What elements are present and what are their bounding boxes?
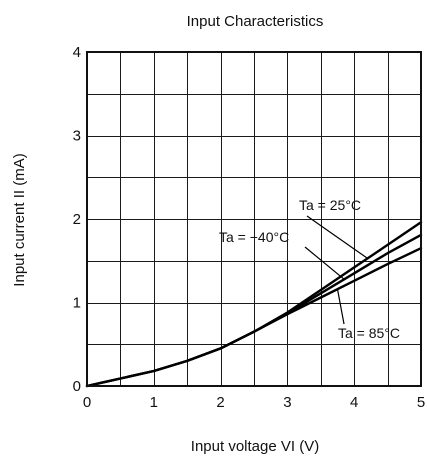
x-tick-label: 0 — [83, 394, 91, 411]
tick-labels-group: 0 1 2 3 4 5 0 1 2 3 4 — [73, 44, 426, 411]
y-tick-label: 2 — [73, 211, 81, 228]
grid — [87, 52, 421, 386]
x-tick-label: 4 — [350, 394, 358, 411]
y-axis-label: Input current II (mA) — [11, 153, 28, 286]
x-tick-label: 1 — [150, 394, 158, 411]
y-tick-label: 1 — [73, 295, 81, 312]
x-tick-label: 2 — [216, 394, 224, 411]
y-tick-label: 4 — [73, 44, 81, 61]
chart-title: Input Characteristics — [187, 13, 324, 30]
annotation-minus40c-label: Ta = −40°C — [219, 229, 289, 245]
annotation-85c-label: Ta = 85°C — [338, 325, 400, 341]
annotations-group: Ta = 25°C Ta = −40°C Ta = 85°C — [219, 197, 400, 341]
y-tick-label: 3 — [73, 128, 81, 145]
y-tick-label: 0 — [73, 378, 81, 395]
x-tick-label: 5 — [417, 394, 425, 411]
series-group — [85, 221, 423, 388]
annotation-minus40c-leader — [304, 246, 345, 280]
x-axis-label: Input voltage VI (V) — [191, 438, 319, 455]
annotation-25c-label: Ta = 25°C — [299, 197, 361, 213]
series-line-85c — [85, 246, 423, 388]
x-tick-label: 3 — [283, 394, 291, 411]
annotation-25c-leader — [306, 215, 368, 259]
plot-frame — [86, 51, 422, 387]
annotation-85c-leader — [336, 289, 345, 325]
